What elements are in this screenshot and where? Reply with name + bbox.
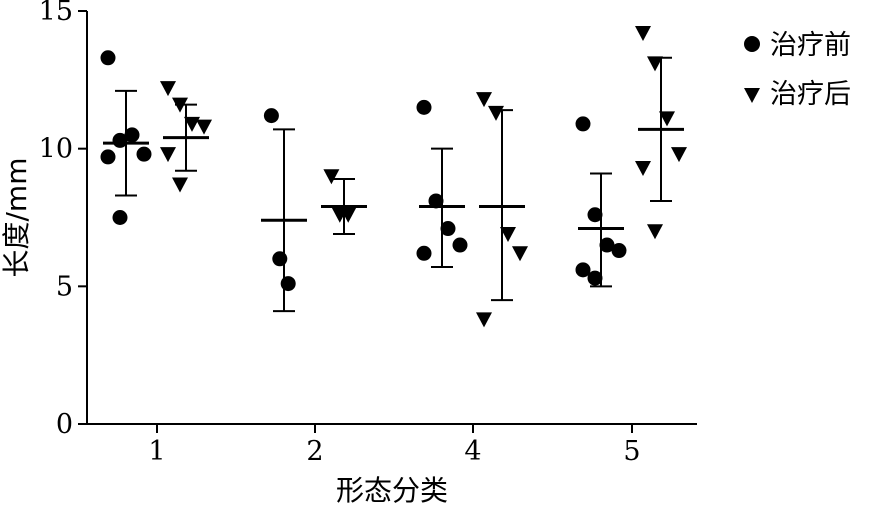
- data-point: [263, 108, 279, 124]
- legend-triangle-marker: [744, 88, 760, 103]
- legend-entry-before: 治疗前: [744, 30, 851, 61]
- data-point: [112, 210, 128, 225]
- legend-label-before: 治疗前: [770, 30, 851, 61]
- marks: [100, 26, 687, 328]
- data-point: [452, 237, 468, 253]
- series-after: [160, 26, 687, 328]
- x-tick-label: 1: [148, 436, 165, 467]
- x-axis-title: 形态分类: [336, 474, 448, 507]
- data-point: [488, 105, 504, 121]
- data-point: [500, 227, 516, 243]
- data-point: [512, 246, 528, 262]
- data-point: [476, 312, 492, 328]
- y-tick-label: 15: [39, 0, 73, 27]
- data-point: [280, 276, 296, 292]
- x-tick-label: 4: [464, 436, 481, 467]
- data-point: [272, 251, 288, 267]
- axes: 0 5 10 15 1 2 4 5: [39, 0, 697, 467]
- legend-circle-marker: [744, 36, 760, 52]
- y-axis-title: 长度/mm: [0, 158, 33, 278]
- data-point: [196, 119, 212, 135]
- data-point: [323, 169, 340, 185]
- x-tick-label: 2: [306, 436, 323, 467]
- y-tick-label: 0: [56, 409, 73, 440]
- data-point: [340, 207, 357, 223]
- data-point: [440, 221, 456, 237]
- data-point: [575, 116, 591, 132]
- data-point: [416, 245, 432, 261]
- legend-label-after: 治疗后: [770, 79, 851, 110]
- data-point: [647, 224, 663, 240]
- data-point: [599, 237, 615, 253]
- data-point: [184, 116, 200, 132]
- data-point: [416, 99, 432, 115]
- data-point: [112, 132, 128, 148]
- data-point: [635, 160, 651, 176]
- data-point: [100, 50, 116, 66]
- data-point: [671, 147, 687, 163]
- data-point: [635, 26, 651, 42]
- series-before: [100, 50, 627, 313]
- y-tick-label: 10: [39, 134, 73, 165]
- data-point: [428, 193, 444, 209]
- legend: 治疗前 治疗后: [744, 30, 851, 110]
- x-tick-label: 5: [623, 436, 640, 467]
- data-point: [172, 97, 188, 113]
- data-point: [100, 149, 116, 165]
- data-point: [575, 262, 591, 278]
- data-point: [647, 56, 663, 72]
- legend-entry-after: 治疗后: [744, 79, 851, 110]
- data-point: [136, 146, 152, 162]
- data-point: [587, 207, 603, 223]
- data-point: [124, 127, 140, 143]
- y-tick-label: 5: [56, 271, 73, 302]
- data-point: [659, 111, 675, 127]
- data-point: [587, 270, 603, 286]
- data-point: [611, 243, 627, 259]
- data-point: [160, 147, 176, 163]
- data-point: [160, 81, 176, 97]
- data-point: [172, 177, 188, 193]
- data-point: [476, 92, 492, 108]
